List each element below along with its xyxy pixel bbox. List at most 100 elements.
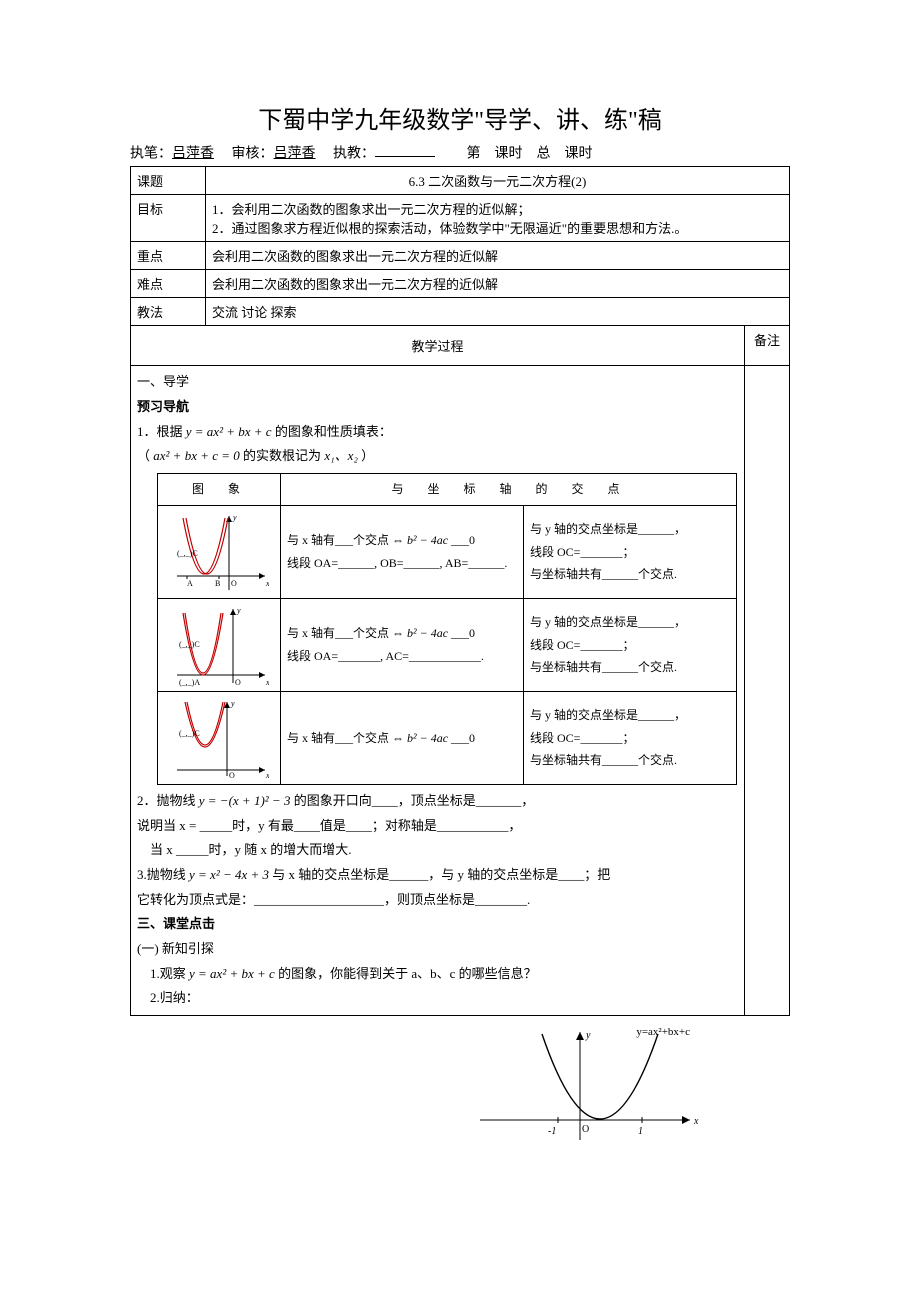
svg-text:O: O: [582, 1124, 589, 1135]
r3-discriminant: b² − 4ac: [407, 731, 448, 745]
r2-right-l1: 与 y 轴的交点坐标是______，: [530, 611, 730, 634]
byline-periods: 第 课时 总 课时: [439, 146, 593, 161]
q2-formula: y = −(x + 1)² − 3: [199, 793, 291, 808]
foot-formula: y=ax²+bx+c: [636, 1026, 690, 1038]
foot-graph: O -1 1 x y y=ax²+bx+c: [130, 1024, 790, 1144]
section-preview: 预习导航: [137, 395, 738, 420]
q3-formula: y = x² − 4x + 3: [189, 867, 269, 882]
row2-mid: 与 x 轴有___个交点 ⇔ b² − 4ac ___0 线段 OA=_____…: [281, 598, 524, 691]
byline-reviewer-label: 审核：: [218, 146, 274, 161]
r2-right-l3: 与坐标轴共有______个交点.: [530, 656, 730, 679]
r-right-l2: 线段 OC=_______；: [530, 541, 730, 564]
svg-text:x: x: [265, 579, 269, 588]
inner-table: 图 象 与 坐 标 轴 的 交 点: [157, 473, 737, 785]
r3-mid-prefix: 与 x 轴有___个交点 ⇔: [287, 731, 407, 745]
byline-writer: 吕萍香: [172, 146, 214, 161]
svg-text:(_,_)A: (_,_)A: [179, 678, 200, 687]
label-zhongdian: 重点: [131, 242, 206, 270]
q1-paren-mid: 的实数根记为: [243, 448, 324, 463]
row3-right: 与 y 轴的交点坐标是______， 线段 OC=_______； 与坐标轴共有…: [524, 691, 737, 784]
r1-mid-suffix: ___0: [451, 533, 475, 547]
byline-teacher-blank: [375, 141, 435, 157]
section-3: 三、课堂点击: [137, 912, 738, 937]
svg-text:(_,_)C: (_,_)C: [179, 640, 200, 649]
value-jiaofa: 交流 讨论 探索: [206, 298, 790, 326]
q1-line1: 1．根据 y = ax² + bx + c 的图象和性质填表：: [137, 420, 738, 445]
r2-discriminant: b² − 4ac: [407, 626, 448, 640]
svg-text:O: O: [229, 771, 235, 780]
beizhu-cell: [745, 366, 790, 1016]
q2-line3: 当 x _____时，y 随 x 的增大而增大.: [137, 838, 738, 863]
graph-one-root: x y O (_,_)A (_,_)C: [158, 598, 281, 691]
label-beizhu: 备注: [745, 326, 790, 366]
q1-prefix: 1．根据: [137, 424, 186, 439]
svg-text:y: y: [232, 513, 237, 522]
svg-text:y: y: [236, 606, 241, 615]
q1-suffix: 的图象和性质填表：: [275, 424, 392, 439]
guina-line: 2.归纳：: [137, 986, 738, 1011]
svg-text:y: y: [585, 1030, 591, 1041]
q2-prefix: 2．抛物线: [137, 793, 199, 808]
r3-right-l1: 与 y 轴的交点坐标是______，: [530, 704, 730, 727]
byline-writer-label: 执笔：: [130, 146, 172, 161]
value-mubiao: 1．会利用二次函数的图象求出一元二次方程的近似解； 2．通过图象求方程近似根的探…: [206, 195, 790, 242]
row3-mid: 与 x 轴有___个交点 ⇔ b² − 4ac ___0: [281, 691, 524, 784]
value-zhongdian: 会利用二次函数的图象求出一元二次方程的近似解: [206, 242, 790, 270]
r2-mid-prefix: 与 x 轴有___个交点 ⇔: [287, 626, 407, 640]
r-right-l1: 与 y 轴的交点坐标是______，: [530, 518, 730, 541]
svg-text:(_,_)C: (_,_)C: [179, 729, 200, 738]
lesson-table: 课题 6.3 二次函数与一元二次方程(2) 目标 1．会利用二次函数的图象求出一…: [130, 166, 790, 1016]
svg-text:O: O: [231, 579, 237, 588]
doc-title: 下蜀中学九年级数学"导学、讲、练"稿: [130, 100, 790, 135]
formula-y: y = ax² + bx + c: [186, 424, 272, 439]
svg-text:-1: -1: [548, 1126, 556, 1137]
r2-mid-suffix: ___0: [451, 626, 475, 640]
section-1: 一、导学: [137, 370, 738, 395]
q1-paren-prefix: （: [137, 448, 153, 463]
lesson-title: 6.3 二次函数与一元二次方程(2): [206, 167, 790, 195]
svg-text:A: A: [187, 579, 193, 588]
byline-teacher-label: 执教：: [319, 146, 375, 161]
svg-text:(_,_)C: (_,_)C: [177, 549, 198, 558]
value-nandian: 会利用二次函数的图象求出一元二次方程的近似解: [206, 270, 790, 298]
svg-text:x: x: [265, 771, 269, 780]
byline-reviewer: 吕萍香: [274, 146, 316, 161]
r2-line2: 线段 OA=_______, AC=____________.: [287, 645, 517, 668]
graph-no-root: x y O (_,_)C: [158, 691, 281, 784]
q1-line2: （ ax² + bx + c = 0 的实数根记为 x₁、x₂ ）: [137, 444, 738, 469]
svg-text:x: x: [693, 1116, 699, 1127]
q2-line2: 说明当 x = _____时，y 有最____值是____；对称轴是______…: [137, 814, 738, 839]
graph-two-roots: x y O A B (_,_)C: [158, 505, 281, 598]
byline: 执笔：吕萍香 审核：吕萍香 执教： 第 课时 总 课时: [130, 141, 790, 162]
q3-line1: 3.抛物线 y = x² − 4x + 3 与 x 轴的交点坐标是______，…: [137, 863, 738, 888]
label-jiaofa: 教法: [131, 298, 206, 326]
label-nandian: 难点: [131, 270, 206, 298]
q2-line1: 2．抛物线 y = −(x + 1)² − 3 的图象开口向____，顶点坐标是…: [137, 789, 738, 814]
formula-eq0: ax² + bx + c = 0: [153, 448, 240, 463]
svg-text:1: 1: [638, 1126, 643, 1137]
r3-mid-suffix: ___0: [451, 731, 475, 745]
obs-line: 1.观察 y = ax² + bx + c 的图象，你能得到关于 a、b、c 的…: [137, 962, 738, 987]
svg-text:y: y: [230, 699, 235, 708]
label-keti: 课题: [131, 167, 206, 195]
r2-right-l2: 线段 OC=_______；: [530, 634, 730, 657]
row2-right: 与 y 轴的交点坐标是______， 线段 OC=_______； 与坐标轴共有…: [524, 598, 737, 691]
content-body: 一、导学 预习导航 1．根据 y = ax² + bx + c 的图象和性质填表…: [131, 366, 745, 1016]
row1-mid: 与 x 轴有___个交点 ⇔ b² − 4ac ___0 线段 OA=_____…: [281, 505, 524, 598]
q2-suffix: 的图象开口向____，顶点坐标是_______，: [294, 793, 535, 808]
obs-formula: y = ax² + bx + c: [189, 966, 275, 981]
q3-line2: 它转化为顶点式是：____________________，则顶点坐标是____…: [137, 888, 738, 913]
q1-paren-suffix: ）: [361, 448, 374, 463]
section-3-sub: (一) 新知引探: [137, 937, 738, 962]
svg-text:B: B: [215, 579, 220, 588]
label-jxgc: 教学过程: [131, 326, 745, 366]
row1-right: 与 y 轴的交点坐标是______， 线段 OC=_______； 与坐标轴共有…: [524, 505, 737, 598]
q3-prefix: 3.抛物线: [137, 867, 189, 882]
r3-right-l3: 与坐标轴共有______个交点.: [530, 749, 730, 772]
r3-right-l2: 线段 OC=_______；: [530, 727, 730, 750]
svg-text:x: x: [265, 678, 269, 687]
r1-mid-prefix: 与 x 轴有___个交点 ⇔: [287, 533, 407, 547]
label-mubiao: 目标: [131, 195, 206, 242]
q3-mid: 与 x 轴的交点坐标是______，与 y 轴的交点坐标是____；把: [272, 867, 610, 882]
inner-h-left: 图 象: [158, 474, 281, 506]
